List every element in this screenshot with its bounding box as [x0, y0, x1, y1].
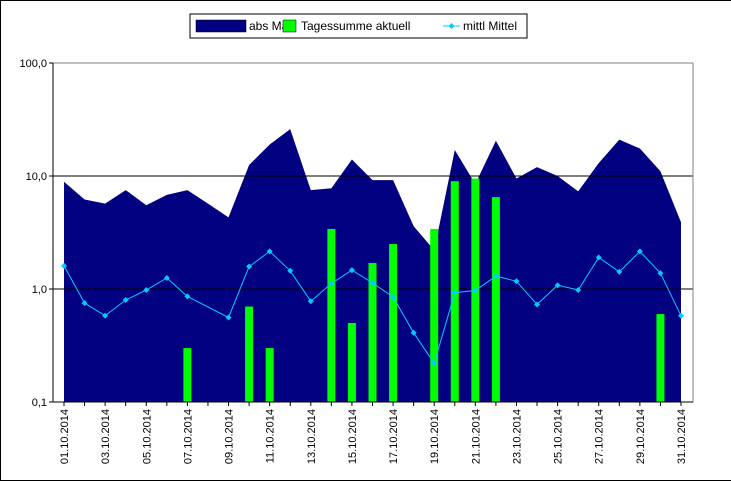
- bar-tagessumme-aktuell: [491, 197, 500, 402]
- point-mittl-mittel: [328, 280, 335, 287]
- point-mittl-mittel: [595, 254, 602, 261]
- point-mittl-mittel: [246, 263, 253, 270]
- x-tick-label: 11.10.2014: [265, 409, 277, 463]
- point-mittl-mittel: [616, 268, 623, 275]
- bar-tagessumme-aktuell: [389, 244, 398, 402]
- x-tick-label: 13.10.2014: [306, 409, 318, 464]
- point-mittl-mittel: [307, 298, 314, 305]
- point-mittl-mittel: [678, 312, 684, 319]
- point-mittl-mittel: [122, 296, 129, 303]
- point-mittl-mittel: [431, 360, 438, 367]
- x-tick-label: 25.10.2014: [553, 409, 565, 464]
- x-tick-label: 15.10.2014: [347, 409, 359, 464]
- x-tick-label: 27.10.2014: [594, 409, 606, 464]
- y-tick-label: 0,1: [32, 397, 47, 409]
- point-mittl-mittel: [534, 301, 541, 308]
- bar-tagessumme-aktuell: [265, 348, 274, 402]
- bar-tagessumme-aktuell: [368, 262, 377, 402]
- point-mittl-mittel: [390, 293, 397, 300]
- x-tick-label: 05.10.2014: [141, 409, 153, 464]
- bar-tagessumme-aktuell: [183, 348, 192, 402]
- x-tick-label: 29.10.2014: [635, 409, 647, 464]
- legend-swatch-abs-max: [195, 19, 247, 33]
- point-mittl-mittel: [287, 267, 294, 274]
- x-tick-label: 03.10.2014: [100, 409, 112, 464]
- point-mittl-mittel: [61, 262, 67, 269]
- bar-tagessumme-aktuell: [430, 228, 439, 402]
- point-mittl-mittel: [369, 280, 376, 287]
- x-tick-label: 09.10.2014: [224, 409, 236, 464]
- point-mittl-mittel: [513, 278, 520, 285]
- point-mittl-mittel: [492, 273, 499, 280]
- y-tick-label: 100,0: [19, 58, 47, 70]
- point-mittl-mittel: [451, 289, 458, 296]
- point-mittl-mittel: [575, 286, 582, 293]
- bar-tagessumme-aktuell: [656, 314, 665, 402]
- point-mittl-mittel: [81, 300, 88, 307]
- x-tick-label: 17.10.2014: [388, 409, 400, 464]
- legend-swatch-tagessumme-aktuell: [282, 19, 297, 33]
- legend-label-tagessumme-aktuell: Tagessumme aktuell: [301, 19, 410, 33]
- bar-tagessumme-aktuell: [347, 323, 356, 402]
- legend-label-mittl-mittel: mittl Mittel: [463, 19, 517, 33]
- x-tick-label: 21.10.2014: [470, 409, 482, 464]
- point-mittl-mittel: [472, 287, 479, 294]
- point-mittl-mittel: [102, 312, 109, 319]
- point-mittl-mittel: [143, 286, 150, 293]
- point-mittl-mittel: [266, 248, 273, 255]
- x-tick-label: 31.10.2014: [676, 409, 688, 464]
- legend-marker-mittl-mittel: [448, 23, 455, 29]
- point-mittl-mittel: [184, 293, 191, 300]
- x-tick-label: 01.10.2014: [59, 409, 71, 464]
- x-tick-label: 23.10.2014: [511, 409, 523, 464]
- x-tick-label: 07.10.2014: [182, 409, 194, 464]
- point-mittl-mittel: [410, 329, 417, 336]
- point-mittl-mittel: [348, 267, 355, 274]
- point-mittl-mittel: [225, 314, 232, 321]
- point-mittl-mittel: [554, 282, 561, 289]
- point-mittl-mittel: [636, 248, 643, 255]
- line-mittl-mittel: [63, 250, 682, 365]
- y-tick-label: 10,0: [26, 171, 47, 183]
- bar-tagessumme-aktuell: [245, 306, 254, 402]
- point-mittl-mittel: [657, 270, 664, 277]
- bar-tagessumme-aktuell: [327, 228, 336, 402]
- point-mittl-mittel: [163, 275, 170, 282]
- y-tick-label: 1,0: [32, 284, 47, 296]
- x-tick-label: 19.10.2014: [429, 409, 441, 464]
